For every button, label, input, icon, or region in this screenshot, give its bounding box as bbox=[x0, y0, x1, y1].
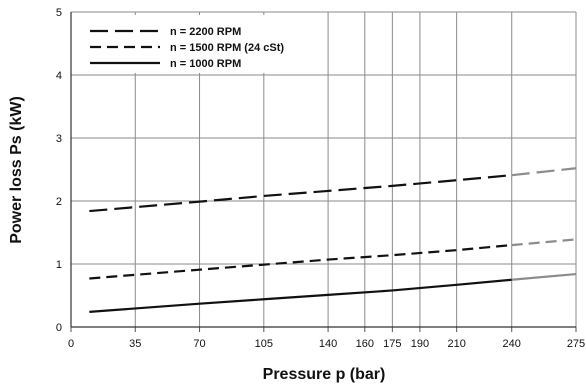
legend-label: n = 2200 RPM bbox=[170, 26, 241, 38]
legend-label: n = 1000 RPM bbox=[170, 58, 241, 70]
series-line-2 bbox=[89, 278, 512, 313]
series-line-0 bbox=[89, 174, 512, 213]
x-tick-label: 210 bbox=[447, 338, 465, 350]
x-tick-label: 35 bbox=[129, 338, 141, 350]
x-tick-label: 275 bbox=[567, 338, 585, 350]
x-axis-title: Pressure p (bar) bbox=[263, 366, 386, 383]
x-tick-label: 105 bbox=[255, 338, 273, 350]
y-tick-label: 5 bbox=[56, 7, 62, 19]
y-tick-label: 2 bbox=[56, 196, 62, 208]
x-tick-label: 175 bbox=[383, 338, 401, 350]
x-tick-label: 240 bbox=[503, 338, 521, 350]
y-tick-label: 4 bbox=[56, 70, 62, 82]
legend: n = 2200 RPM n = 1500 RPM (24 cSt) n = 100… bbox=[74, 15, 318, 73]
axis-layer: 0 1 2 3 4 5 0 35 70 105 140 160 175 190 210 240 275 bbox=[56, 7, 585, 350]
series-line-1 bbox=[89, 244, 512, 280]
y-tick-label: 0 bbox=[56, 322, 62, 334]
x-tick-label: 190 bbox=[411, 338, 429, 350]
series-extrapolation-0 bbox=[511, 167, 577, 177]
series-extrapolation-2 bbox=[511, 272, 577, 281]
y-axis-title: Power loss Ps (kW) bbox=[8, 96, 25, 244]
legend-label: n = 1500 RPM (24 cSt) bbox=[170, 42, 284, 54]
x-tick-label: 140 bbox=[319, 338, 337, 350]
y-tick-label: 3 bbox=[56, 133, 62, 145]
x-tick-label: 0 bbox=[68, 338, 74, 350]
x-tick-label: 70 bbox=[193, 338, 205, 350]
x-tick-label: 160 bbox=[356, 338, 374, 350]
series-extrapolation-1 bbox=[511, 238, 577, 247]
series-layer bbox=[89, 167, 577, 313]
y-tick-label: 1 bbox=[56, 259, 62, 271]
